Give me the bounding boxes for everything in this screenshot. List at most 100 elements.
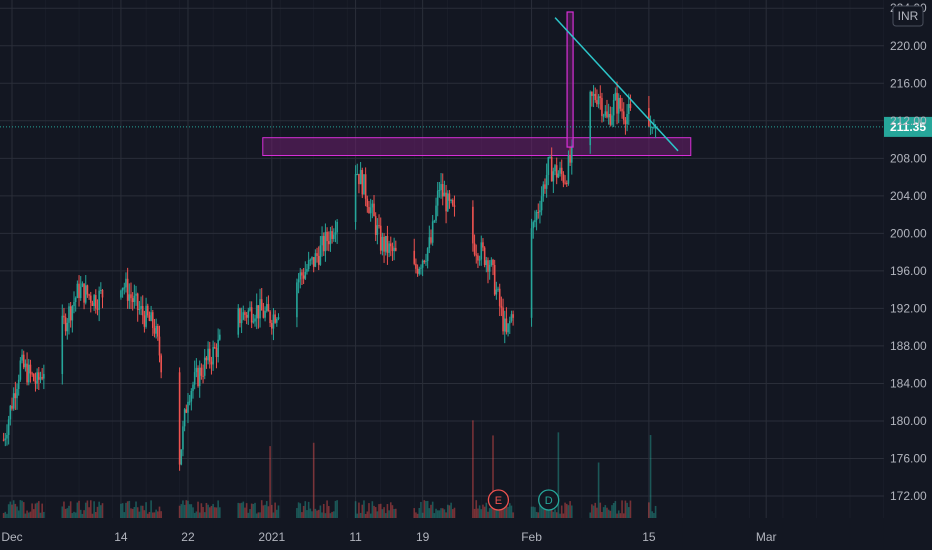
candle-body[interactable] bbox=[487, 260, 489, 272]
candle-body[interactable] bbox=[185, 409, 188, 413]
candle-body[interactable] bbox=[534, 220, 536, 223]
candle-body[interactable] bbox=[26, 363, 28, 383]
candle-body[interactable] bbox=[324, 231, 327, 252]
candle-body[interactable] bbox=[326, 231, 328, 242]
candle-body[interactable] bbox=[145, 305, 147, 327]
candle-body[interactable] bbox=[270, 323, 273, 329]
candle-body[interactable] bbox=[539, 210, 541, 213]
candle-body[interactable] bbox=[301, 272, 303, 276]
candle-body[interactable] bbox=[624, 120, 627, 125]
candle-body[interactable] bbox=[202, 375, 204, 377]
candle-body[interactable] bbox=[148, 315, 151, 321]
candle-body[interactable] bbox=[596, 100, 598, 105]
candle-body[interactable] bbox=[76, 283, 79, 298]
candle-body[interactable] bbox=[495, 289, 498, 295]
candle-body[interactable] bbox=[395, 247, 397, 251]
candle-body[interactable] bbox=[443, 192, 446, 197]
candle-body[interactable] bbox=[478, 259, 481, 261]
candle-body[interactable] bbox=[188, 401, 191, 403]
candle-body[interactable] bbox=[358, 173, 360, 185]
candle-body[interactable] bbox=[321, 236, 323, 246]
candle-body[interactable] bbox=[101, 289, 104, 298]
candle-body[interactable] bbox=[565, 183, 568, 185]
candle-body[interactable] bbox=[329, 231, 332, 245]
candle-body[interactable] bbox=[192, 384, 194, 391]
time-axis[interactable]: Dec 14 22 2021 11 19 Feb 15 Mar bbox=[1, 530, 776, 544]
candle-body[interactable] bbox=[648, 108, 650, 127]
candle-body[interactable] bbox=[146, 305, 149, 316]
candles[interactable] bbox=[2, 81, 657, 471]
candle-body[interactable] bbox=[237, 308, 240, 335]
candle-body[interactable] bbox=[552, 171, 555, 182]
candle-body[interactable] bbox=[245, 314, 248, 318]
candle-body[interactable] bbox=[492, 259, 494, 265]
candle-body[interactable] bbox=[378, 225, 380, 227]
candle-body[interactable] bbox=[100, 289, 102, 291]
candle-body[interactable] bbox=[364, 174, 367, 199]
candle-body[interactable] bbox=[9, 405, 12, 420]
candle-body[interactable] bbox=[368, 207, 370, 214]
candle-body[interactable] bbox=[74, 297, 77, 302]
candle-body[interactable] bbox=[629, 103, 632, 109]
candle-body[interactable] bbox=[653, 126, 655, 128]
candle-body[interactable] bbox=[6, 434, 8, 439]
candle-body[interactable] bbox=[299, 272, 302, 280]
candle-body[interactable] bbox=[544, 184, 546, 189]
candle-body[interactable] bbox=[493, 264, 496, 295]
candle-body[interactable] bbox=[314, 253, 317, 267]
candle-body[interactable] bbox=[64, 317, 67, 332]
candle-body[interactable] bbox=[307, 260, 310, 270]
candle-body[interactable] bbox=[128, 294, 131, 301]
candle-body[interactable] bbox=[160, 355, 162, 373]
candle-body[interactable] bbox=[604, 111, 607, 116]
candle-body[interactable] bbox=[599, 96, 602, 98]
candle-body[interactable] bbox=[564, 182, 566, 184]
candle-body[interactable] bbox=[485, 260, 488, 266]
candle-body[interactable] bbox=[651, 126, 654, 128]
candle-body[interactable] bbox=[193, 372, 196, 385]
candle-body[interactable] bbox=[319, 245, 322, 265]
candle-body[interactable] bbox=[415, 263, 417, 269]
candle-body[interactable] bbox=[21, 354, 23, 361]
candle-body[interactable] bbox=[260, 299, 263, 311]
candle-body[interactable] bbox=[626, 114, 628, 125]
candle-body[interactable] bbox=[213, 347, 216, 349]
support-zone-rect[interactable] bbox=[262, 137, 692, 157]
candle-body[interactable] bbox=[242, 312, 245, 320]
candle-body[interactable] bbox=[89, 295, 92, 303]
candle-body[interactable] bbox=[68, 306, 70, 323]
candle-body[interactable] bbox=[621, 108, 623, 112]
candle-body[interactable] bbox=[43, 374, 45, 379]
candle-body[interactable] bbox=[336, 221, 338, 233]
candle-body[interactable] bbox=[356, 173, 359, 175]
candle-body[interactable] bbox=[217, 339, 219, 358]
candle-body[interactable] bbox=[2, 439, 5, 441]
candle-body[interactable] bbox=[126, 278, 129, 301]
candle-body[interactable] bbox=[203, 357, 206, 376]
candle-body[interactable] bbox=[121, 287, 124, 291]
candle-body[interactable] bbox=[542, 184, 545, 197]
candle-body[interactable] bbox=[7, 419, 10, 435]
candle-body[interactable] bbox=[255, 305, 258, 319]
candle-body[interactable] bbox=[448, 193, 451, 201]
candle-body[interactable] bbox=[249, 307, 251, 311]
candle-body[interactable] bbox=[41, 377, 43, 379]
candle-body[interactable] bbox=[239, 308, 241, 324]
candle-body[interactable] bbox=[363, 174, 365, 195]
candle-body[interactable] bbox=[477, 255, 479, 261]
candle-body[interactable] bbox=[197, 367, 199, 387]
candle-body[interactable] bbox=[83, 283, 85, 303]
candle-body[interactable] bbox=[138, 308, 141, 310]
candle-body[interactable] bbox=[252, 321, 255, 323]
candle-body[interactable] bbox=[125, 278, 127, 288]
candle-body[interactable] bbox=[421, 260, 424, 268]
candle-body[interactable] bbox=[135, 293, 137, 296]
candle-body[interactable] bbox=[373, 203, 375, 217]
candle-body[interactable] bbox=[384, 235, 387, 252]
candle-body[interactable] bbox=[592, 93, 595, 96]
candle-body[interactable] bbox=[198, 367, 201, 387]
price-axis[interactable]: 172.00 176.00 180.00 184.00 188.00 192.00 196.… bbox=[890, 1, 927, 503]
candle-body[interactable] bbox=[490, 259, 493, 265]
candle-body[interactable] bbox=[562, 174, 565, 183]
